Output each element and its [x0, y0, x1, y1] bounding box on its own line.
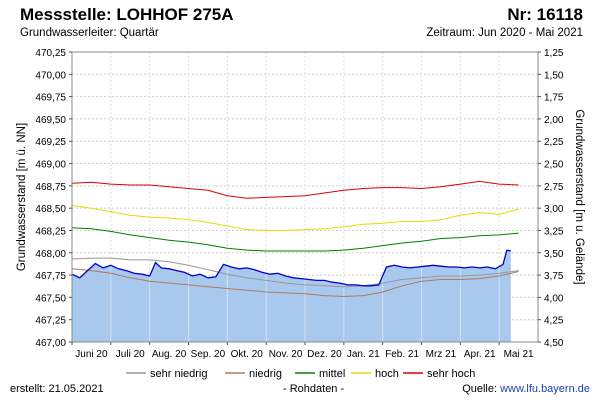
source-label: Quelle:	[462, 383, 501, 395]
y-tick-label: 470,00	[35, 70, 66, 81]
series-line-sehr_niedrig	[71, 257, 519, 288]
station-number: Nr: 16118	[507, 5, 583, 24]
series-line-niedrig	[71, 268, 519, 298]
y-tick-label: 467,75	[35, 271, 66, 282]
y-tick-label: 470,25	[35, 48, 66, 59]
source-credit: Quelle: www.lfu.bayern.de	[462, 383, 590, 395]
y-tick-label: 467,50	[35, 293, 66, 304]
y-tick-label: 469,75	[35, 93, 66, 104]
period-label: Zeitraum: Jun 2020 - Mai 2021	[426, 27, 583, 39]
x-tick-label: Nov. 20	[269, 349, 303, 360]
y-tick-label-right: 1,75	[544, 93, 564, 104]
y-tick-label: 469,25	[35, 137, 66, 148]
x-tick-label: Mai 21	[504, 349, 534, 360]
series-line-hoch	[71, 205, 519, 231]
y-tick-label-right: 4,50	[544, 338, 564, 349]
station-title: Messstelle: LOHHOF 275A	[20, 5, 234, 24]
y-tick-label-right: 2,00	[544, 115, 564, 126]
y-tick-label-right: 3,50	[544, 249, 564, 260]
x-tick-label: Juni 20	[75, 349, 108, 360]
data-status: - Rohdaten -	[283, 383, 345, 395]
y-tick-label-right: 3,00	[544, 204, 564, 215]
y-tick-label-right: 1,25	[544, 48, 564, 59]
x-tick-label: Dez. 20	[307, 349, 342, 360]
y-axis-left: 467,00 467,25 467,50 467,75 468,00 468,25 468,…	[35, 48, 72, 349]
y-tick-label: 469,00	[35, 160, 66, 171]
y-tick-label: 468,25	[35, 226, 66, 237]
y-tick-label-right: 2,50	[544, 160, 564, 171]
aquifer-label: Grundwasserleiter: Quartär	[20, 27, 159, 39]
y-tick-label: 468,00	[35, 249, 66, 260]
x-tick-label: Feb. 21	[385, 349, 419, 360]
series-line-measured	[71, 249, 511, 287]
y-tick-label: 467,00	[35, 338, 66, 349]
x-tick-label: Jan. 21	[347, 349, 380, 360]
y-tick-label: 469,50	[35, 115, 66, 126]
measured-fill	[72, 250, 511, 342]
y-tick-label-right: 2,75	[544, 182, 564, 193]
legend-label-mittel: mittel	[319, 368, 345, 380]
x-tick-label: Juli 20	[116, 349, 145, 360]
y-tick-label-right: 2,25	[544, 137, 564, 148]
source-link[interactable]: www.lfu.bayern.de	[500, 383, 590, 395]
legend-label-hoch: hoch	[375, 368, 399, 380]
series-lines	[71, 180, 519, 298]
series-line-mittel	[71, 227, 519, 252]
y-tick-label: 468,75	[35, 182, 66, 193]
x-tick-label: Sep. 20	[191, 349, 226, 360]
measured-area	[72, 52, 511, 342]
x-tick-label: Okt. 20	[231, 349, 264, 360]
chart-legend: sehr niedrig niedrig mittel hoch sehr hoch	[126, 368, 475, 380]
series-line-sehr_hoch	[71, 180, 519, 199]
y-tick-label-right: 4,00	[544, 293, 564, 304]
y-tick-label-right: 1,50	[544, 70, 564, 81]
y-tick-label-right: 3,25	[544, 226, 564, 237]
x-tick-label: Aug. 20	[152, 349, 187, 360]
y-tick-label-right: 3,75	[544, 271, 564, 282]
x-axis: Juni 20 Juli 20 Aug. 20 Sep. 20 Okt. 20 Nov. …	[71, 342, 534, 360]
y-tick-label-right: 4,25	[544, 316, 564, 327]
legend-label-sehr_niedrig: sehr niedrig	[150, 368, 207, 380]
y-axis-label-right: Grundwasserstand [m u. Gelände]	[573, 109, 585, 284]
y-axis-right: 4,50 4,25 4,00 3,75 3,50 3,25 3,00 2,75 2,50 2,25…	[538, 48, 564, 349]
y-axis-label-left: Grundwasserstand [m ü. NN]	[16, 123, 28, 271]
x-tick-label: Mrz 21	[426, 349, 457, 360]
legend-label-sehr_hoch: sehr hoch	[427, 368, 475, 380]
y-tick-label: 468,50	[35, 204, 66, 215]
y-tick-label: 467,25	[35, 316, 66, 327]
legend-label-niedrig: niedrig	[249, 368, 282, 380]
created-date: erstellt: 21.05.2021	[10, 383, 104, 395]
x-tick-label: Apr. 21	[464, 349, 496, 360]
